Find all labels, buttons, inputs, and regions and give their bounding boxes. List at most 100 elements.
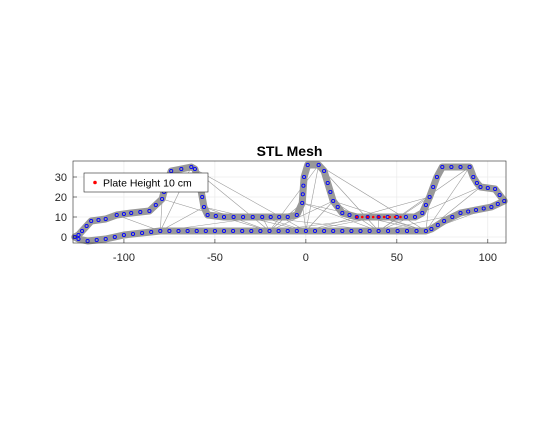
- vertex-point: [404, 228, 410, 234]
- vertex-point: [354, 214, 359, 220]
- vertex-point: [96, 217, 101, 223]
- vertex-point: [147, 208, 152, 214]
- vertex-point: [192, 166, 197, 172]
- x-tick-label: -100: [113, 252, 135, 264]
- vertex-point: [340, 210, 345, 216]
- vertex-point: [194, 228, 199, 234]
- vertex-point: [312, 228, 318, 234]
- vertex-point: [485, 185, 490, 191]
- tick-layer: -100 -50 0 50 100 0 10 20 30: [55, 172, 497, 264]
- plate-height-point: [377, 215, 380, 219]
- plate-height-point: [360, 215, 364, 219]
- x-tick-label: 0: [303, 252, 309, 264]
- vertex-point: [395, 228, 400, 234]
- vertex-point: [386, 228, 391, 234]
- vertex-point: [442, 218, 447, 224]
- vertex-point: [495, 201, 500, 207]
- vertex-point: [305, 162, 310, 168]
- plate-height-point: [388, 215, 391, 219]
- vertex-point: [458, 210, 463, 216]
- vertex-point: [89, 218, 94, 224]
- vertex-point: [176, 228, 181, 234]
- vertex-point: [158, 228, 163, 234]
- vertex-point: [349, 228, 354, 234]
- vertex-point: [420, 210, 425, 216]
- vertex-point: [322, 168, 327, 174]
- mesh-edge: [378, 186, 481, 232]
- vertex-point: [458, 164, 463, 170]
- vertex-point: [276, 228, 281, 234]
- mesh-edge: [203, 206, 306, 232]
- chart-title: STL Mesh: [257, 143, 323, 159]
- vertex-point: [231, 214, 236, 220]
- vertex-point: [316, 162, 321, 168]
- vertex-point: [267, 228, 272, 234]
- vertex-point: [467, 164, 472, 170]
- mesh-edge: [191, 166, 307, 232]
- vertex-point: [294, 212, 299, 218]
- vertex-point: [76, 232, 81, 238]
- mesh-edge: [425, 196, 430, 232]
- vertex-point: [331, 228, 336, 234]
- vertex-point: [277, 214, 282, 220]
- y-tick-label: 20: [55, 192, 67, 204]
- vertex-point: [493, 186, 498, 192]
- vertex-point: [434, 174, 439, 180]
- vertex-point: [481, 206, 486, 211]
- mesh-edge: [262, 216, 379, 232]
- vertex-point: [429, 226, 434, 232]
- mesh-edge: [318, 164, 427, 232]
- vertex-point: [423, 202, 428, 208]
- vertex-point: [205, 212, 210, 218]
- vertex-point: [249, 228, 254, 234]
- vertex-point: [466, 209, 471, 214]
- vertex-point: [358, 228, 363, 234]
- mesh-edge: [262, 216, 306, 232]
- vertex-point: [240, 228, 245, 234]
- vertex-point: [153, 202, 158, 208]
- vertex-point: [423, 228, 428, 234]
- vertex-point: [302, 174, 307, 180]
- vertex-point: [231, 228, 236, 234]
- mesh-edge: [160, 198, 163, 232]
- plate-height-point: [382, 215, 386, 219]
- vertex-point: [76, 236, 81, 242]
- vertex-point: [80, 228, 85, 234]
- vertex-point: [489, 204, 494, 210]
- vertex-point: [285, 228, 290, 234]
- vertex-point: [325, 180, 330, 186]
- vertex-point: [473, 207, 479, 213]
- vertex-point: [285, 214, 290, 220]
- vertex-point: [435, 222, 440, 228]
- legend-marker: [93, 180, 97, 185]
- vertex-point: [376, 228, 381, 234]
- axes-box: [72, 160, 507, 244]
- mesh-edge: [378, 206, 492, 232]
- x-tick-label: -50: [207, 252, 223, 264]
- vertex-point: [130, 231, 136, 237]
- vertex-point: [121, 211, 126, 217]
- vertex-point: [497, 192, 502, 198]
- y-tick-label: 0: [61, 232, 67, 244]
- vertex-point: [221, 228, 227, 234]
- mesh-edge: [162, 198, 270, 232]
- vertex-point: [221, 214, 227, 220]
- vertex-point: [179, 166, 184, 172]
- vertex-point: [260, 214, 265, 220]
- vertex-point: [367, 228, 372, 234]
- mesh-edge: [116, 214, 161, 232]
- mesh-edge: [203, 206, 270, 232]
- vertex-point: [300, 192, 305, 197]
- vertex-point: [84, 223, 89, 229]
- mesh-edge: [305, 196, 430, 232]
- vertex-point: [450, 214, 455, 220]
- vertex-point: [365, 214, 370, 220]
- plate-height-point: [399, 215, 402, 219]
- vertex-point: [160, 196, 165, 202]
- y-tick-label: 10: [55, 212, 67, 224]
- vertex-point: [167, 228, 172, 234]
- vertex-point: [474, 180, 479, 186]
- mesh-edge: [302, 202, 427, 232]
- vertex-point: [189, 164, 194, 170]
